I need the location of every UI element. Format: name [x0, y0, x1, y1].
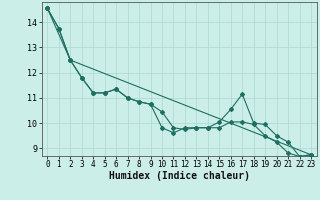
X-axis label: Humidex (Indice chaleur): Humidex (Indice chaleur): [109, 171, 250, 181]
